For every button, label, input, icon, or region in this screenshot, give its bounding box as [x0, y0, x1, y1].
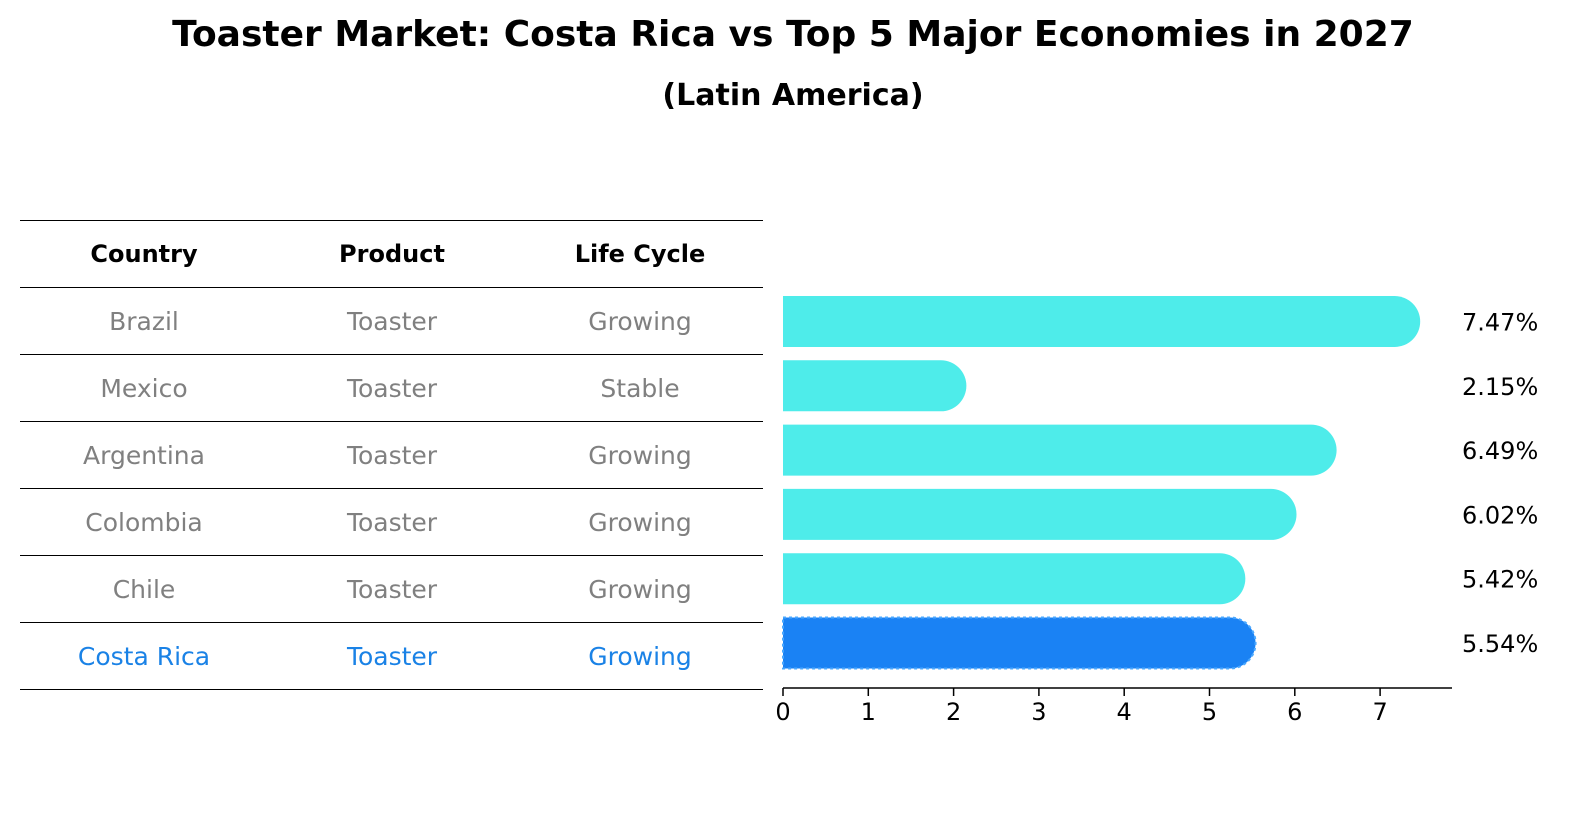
life-cycle-cell: Growing [588, 641, 692, 671]
table-row: Argentina Toaster Growing [20, 421, 763, 488]
value-label: 2.15% [1462, 373, 1538, 401]
chart-subtitle: (Latin America) [662, 78, 924, 113]
life-cycle-cell: Stable [600, 373, 680, 403]
x-tick-label: 0 [775, 698, 790, 726]
x-tick-label: 1 [861, 698, 876, 726]
highlight-bar-outline [782, 616, 1257, 670]
column-header-product: Product [339, 240, 445, 268]
x-tick-label: 3 [1031, 698, 1046, 726]
table-header-row: Country Product Life Cycle [20, 220, 763, 287]
country-cell: Argentina [83, 440, 205, 470]
life-cycle-cell: Growing [588, 306, 692, 336]
life-cycle-cell: Growing [588, 507, 692, 537]
bar-mexico [783, 360, 967, 412]
product-cell: Toaster [346, 507, 438, 537]
x-tick-label: 5 [1202, 698, 1217, 726]
country-cell: Mexico [100, 373, 188, 403]
value-label: 7.47% [1462, 309, 1538, 337]
country-cell: Colombia [85, 507, 203, 537]
country-cell: Costa Rica [77, 641, 211, 671]
chart-title: Toaster Market: Costa Rica vs Top 5 Majo… [172, 14, 1414, 55]
country-cell: Chile [112, 574, 176, 604]
life-cycle-cell: Growing [588, 440, 692, 470]
life-cycle-cell: Growing [588, 574, 692, 604]
bar-brazil [783, 296, 1421, 347]
product-cell: Toaster [346, 306, 438, 336]
table-row: Brazil Toaster Growing [20, 287, 763, 354]
country-cell: Brazil [109, 306, 179, 336]
bar-chart: 7.47% 2.15% 6.49% 6.02% 5.42% 5.54% 0 1 2 3 4 5 6 7 [775, 296, 1538, 726]
column-header-country: Country [90, 240, 198, 268]
x-tick-label: 4 [1117, 698, 1132, 726]
value-label: 5.42% [1462, 566, 1538, 594]
x-tick-label: 6 [1287, 698, 1302, 726]
product-cell: Toaster [346, 440, 438, 470]
x-tick-label: 7 [1372, 698, 1387, 726]
bar-chile [783, 553, 1246, 605]
bar-argentina [783, 424, 1337, 476]
bar-costa-rica [783, 617, 1256, 669]
table-row-highlight: Costa Rica Toaster Growing [20, 622, 763, 690]
value-label: 6.02% [1462, 501, 1538, 529]
table-row: Mexico Toaster Stable [20, 354, 763, 421]
value-label: 5.54% [1462, 630, 1538, 658]
column-header-life-cycle: Life Cycle [574, 240, 706, 268]
x-tick-label: 2 [946, 698, 961, 726]
data-table: Country Product Life Cycle Brazil Toaste… [20, 220, 763, 690]
product-cell: Toaster [346, 641, 438, 671]
product-cell: Toaster [346, 574, 438, 604]
table-row: Colombia Toaster Growing [20, 488, 763, 555]
value-label: 6.49% [1462, 437, 1538, 465]
bar-colombia [783, 488, 1297, 540]
table-row: Chile Toaster Growing [20, 555, 763, 622]
product-cell: Toaster [346, 373, 438, 403]
